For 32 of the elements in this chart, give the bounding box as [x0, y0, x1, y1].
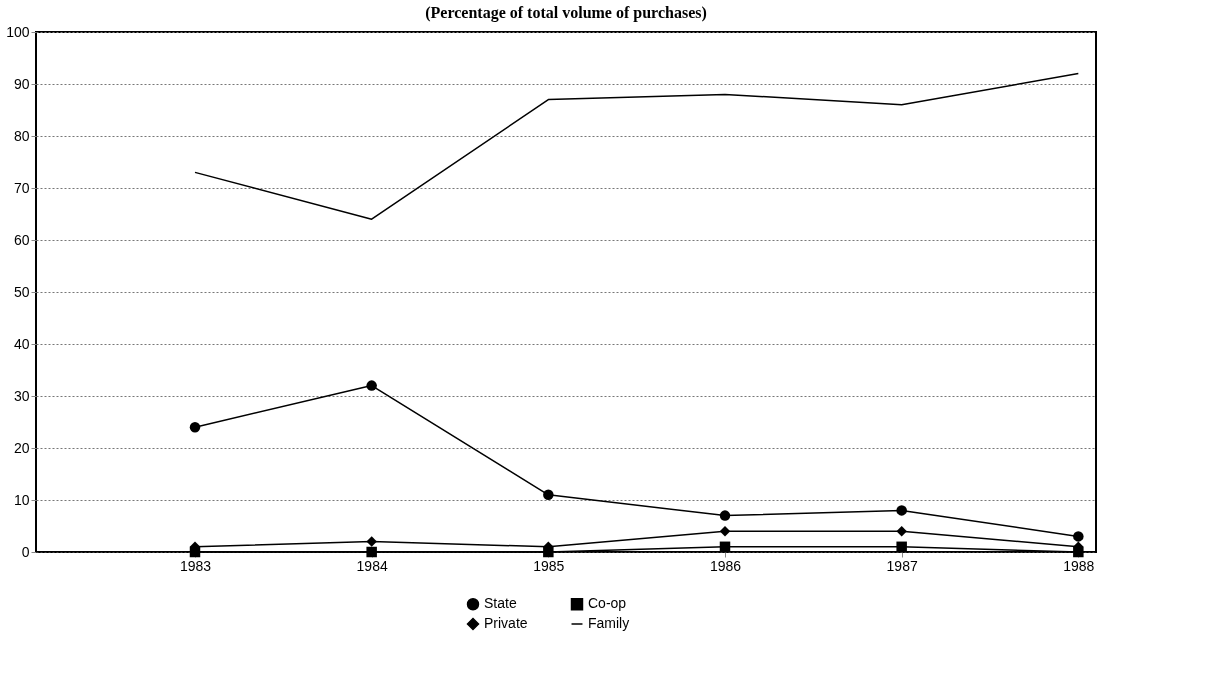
y-tick-label: 80 [13, 127, 30, 144]
point [189, 421, 201, 433]
y-tick-label: 100 [6, 23, 30, 40]
x-tick-label: 1984 [356, 557, 388, 574]
x-tick-label: 1983 [179, 557, 212, 574]
y-tick-label: 20 [13, 439, 30, 456]
point [1073, 531, 1084, 542]
x-tick-label: 1988 [1063, 557, 1095, 574]
x-tick-label: 1986 [709, 557, 742, 574]
legend-label: Family [588, 615, 630, 631]
legend-label: Co-op [588, 595, 627, 612]
y-tick-label: 0 [21, 543, 30, 560]
point [719, 510, 731, 521]
y-tick-label: 60 [13, 231, 30, 248]
y-tick-label: 10 [13, 491, 30, 508]
point [896, 525, 907, 537]
point [366, 536, 377, 547]
y-tick-label: 90 [13, 75, 30, 92]
x-tick-label: 1987 [886, 557, 918, 574]
x-tick-label: 1985 [533, 557, 565, 574]
y-tick-label: 40 [13, 335, 30, 352]
y-tick-label: 30 [13, 387, 30, 404]
point [719, 525, 731, 537]
y-tick-label: 70 [13, 179, 30, 196]
chart-title: (Percentage of total volume of purchases) [425, 4, 707, 22]
point [896, 505, 907, 516]
point [543, 489, 554, 501]
y-tick-label: 50 [13, 283, 30, 300]
point [366, 380, 377, 391]
legend-label: Private [484, 615, 528, 631]
legend-label: State [484, 595, 517, 612]
line-series [194, 72, 1080, 220]
